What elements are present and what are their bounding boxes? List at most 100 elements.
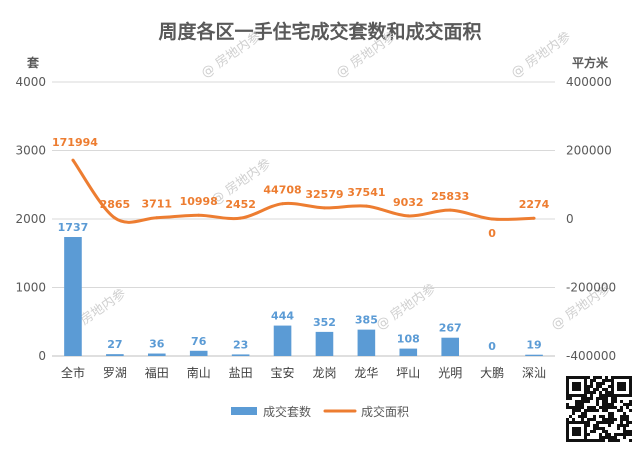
qr-module (605, 403, 608, 406)
bar-data-label: 108 (397, 333, 420, 346)
qr-module (593, 376, 596, 379)
qr-module (596, 409, 599, 412)
qr-module (590, 382, 593, 385)
qr-module (581, 400, 584, 403)
qr-module (605, 418, 608, 421)
qr-module (623, 424, 626, 427)
qr-module (620, 406, 623, 409)
qr-module (569, 406, 572, 409)
qr-module (626, 418, 629, 421)
qr-module (596, 397, 599, 400)
bar (231, 354, 250, 356)
qr-module (623, 436, 626, 439)
bar (64, 237, 82, 356)
qr-module (614, 436, 617, 439)
qr-module (572, 406, 575, 409)
qr-module (599, 382, 602, 385)
qr-module (596, 427, 599, 430)
qr-module (590, 385, 593, 388)
bar-data-label: 385 (355, 314, 378, 327)
qr-module (602, 439, 605, 442)
qr-module (602, 421, 605, 424)
line-point (71, 158, 75, 162)
qr-module (602, 403, 605, 406)
category-label: 南山 (187, 365, 211, 380)
qr-module (578, 400, 581, 403)
qr-module (572, 412, 575, 415)
qr-finder-core (572, 427, 581, 436)
qr-module (587, 424, 590, 427)
qr-module (608, 379, 611, 382)
qr-module (617, 427, 620, 430)
qr-module (578, 406, 581, 409)
qr-module (599, 421, 602, 424)
qr-module (614, 400, 617, 403)
qr-module (617, 409, 620, 412)
qr-module (599, 406, 602, 409)
line-data-label: 32579 (305, 188, 343, 201)
line-series: 171994 2865 3711 10998 2452 44708 32579 37541 90… (52, 136, 550, 240)
qr-module (608, 394, 611, 397)
qr-module (584, 415, 587, 418)
qr-module (587, 376, 590, 379)
qr-module (599, 427, 602, 430)
qr-module (593, 424, 596, 427)
qr-module (614, 397, 617, 400)
line-data-label: 25833 (431, 190, 469, 203)
qr-module (599, 391, 602, 394)
qr-module (593, 439, 596, 442)
qr-module (614, 433, 617, 436)
line-data-label: 2452 (225, 198, 256, 211)
qr-module (605, 376, 608, 379)
y-tick-label: 1000 (15, 281, 46, 295)
qr-module (590, 409, 593, 412)
category-label: 福田 (145, 365, 169, 380)
watermark-text: @ 房地内参 (373, 281, 439, 334)
qr-module (608, 415, 611, 418)
qr-module (581, 418, 584, 421)
y-tick-label: 0 (38, 349, 46, 363)
qr-module (623, 403, 626, 406)
qr-module (602, 436, 605, 439)
qr-module (596, 388, 599, 391)
qr-module (584, 412, 587, 415)
bar-data-label: 36 (149, 338, 165, 351)
qr-module (587, 397, 590, 400)
qr-module (602, 409, 605, 412)
category-label: 全市 (61, 365, 85, 380)
qr-module (590, 418, 593, 421)
bar-data-label: 23 (233, 338, 248, 351)
qr-module (593, 391, 596, 394)
line-data-label: 10998 (180, 195, 218, 208)
qr-module (587, 400, 590, 403)
line-point (406, 214, 410, 218)
qr-module (620, 415, 623, 418)
line-point (281, 202, 285, 206)
qr-module (608, 403, 611, 406)
qr-module (572, 418, 575, 421)
qr-module (578, 415, 581, 418)
qr-module (581, 412, 584, 415)
category-label: 宝安 (271, 365, 295, 380)
y-axis-label: 套 (26, 55, 40, 70)
y2-tick-label: -400000 (566, 349, 616, 363)
y2-tick-label: 200000 (566, 144, 612, 158)
legend-label-line: 成交面积 (361, 404, 409, 419)
line-point (197, 213, 201, 217)
qr-module (581, 403, 584, 406)
qr-module (602, 427, 605, 430)
qr-module (605, 388, 608, 391)
qr-module (620, 433, 623, 436)
qr-module (608, 439, 611, 442)
line-point (239, 216, 243, 220)
watermarks: @ 房地内参 @ 房地内参 @ 房地内参@ 房地内参@ 房地内参@ 房地内参 @ 房地… (63, 29, 614, 339)
qr-module (599, 394, 602, 397)
legend: 成交套数 成交面积 (231, 404, 409, 419)
line-point (448, 208, 452, 212)
qr-module (626, 433, 629, 436)
qr-module (602, 394, 605, 397)
qr-module (617, 433, 620, 436)
y2-tick-label: 0 (566, 212, 574, 226)
line-point (322, 206, 326, 210)
qr-module (584, 409, 587, 412)
